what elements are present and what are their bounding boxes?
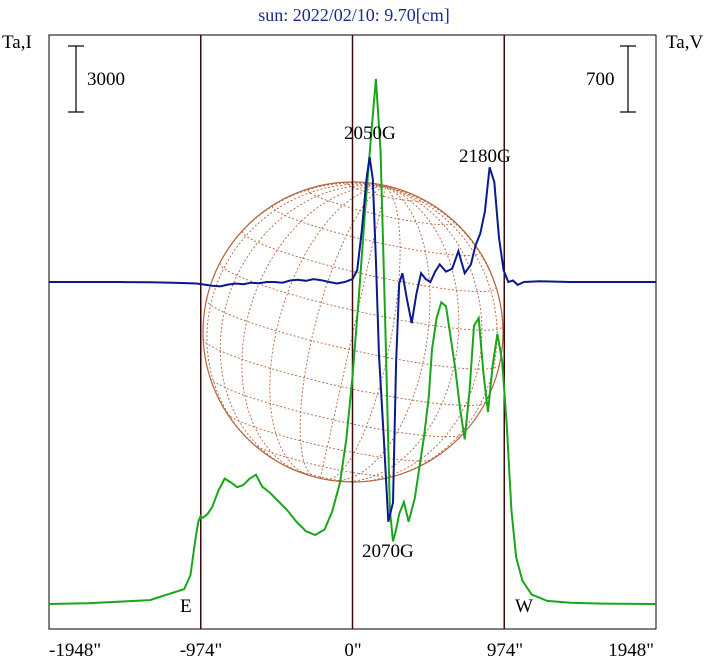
disk-longitude-line: [241, 185, 386, 473]
x-tick-label-2: -974": [180, 640, 223, 661]
limb-marker-west: W: [515, 596, 533, 617]
disk-longitude-line: [206, 182, 386, 300]
annotation-2050g: 2050G: [344, 123, 396, 144]
annotation-2180g: 2180G: [459, 146, 511, 167]
disk-longitude-line: [319, 186, 386, 479]
chart-title: sun: 2022/02/10: 9.70[cm]: [258, 5, 450, 25]
right-axis-label: Ta,V: [666, 32, 703, 53]
limb-marker-east: E: [180, 596, 192, 617]
disk-longitude-line: [385, 186, 498, 479]
right-scale-value: 700: [586, 69, 615, 90]
disk-longitude-line: [206, 183, 386, 450]
disk-latitude-line: [219, 262, 504, 331]
disk-latitude-line: [206, 299, 500, 370]
x-tick-label-1: -1948": [49, 640, 101, 661]
disk-longitude-line: [385, 186, 504, 365]
disk-longitude-line: [331, 186, 431, 482]
disk-longitude-line: [299, 186, 386, 478]
disk-longitude-line: [326, 186, 401, 480]
stokes-i-line: [48, 78, 657, 605]
stokes-v-line: [49, 156, 656, 522]
left-axis-label: Ta,I: [2, 32, 32, 53]
left-scale-bar: [68, 45, 84, 113]
limb-reference-lines: [200, 35, 505, 629]
right-scale-bar: [620, 45, 636, 113]
annotation-2070g: 2070G: [362, 541, 414, 562]
x-tick-label-5: 1948": [608, 640, 654, 661]
disk-longitude-line: [269, 186, 386, 476]
disk-latitude-line: [227, 413, 432, 462]
x-tick-label-4: 974": [487, 640, 523, 661]
x-tick-label-3: 0": [344, 640, 361, 661]
disk-longitude-line: [219, 184, 386, 468]
disk-latitude-line: [346, 183, 423, 202]
left-scale-value: 3000: [87, 69, 125, 90]
disk-latitude-line: [253, 443, 396, 477]
disk-longitude-line: [342, 186, 460, 483]
